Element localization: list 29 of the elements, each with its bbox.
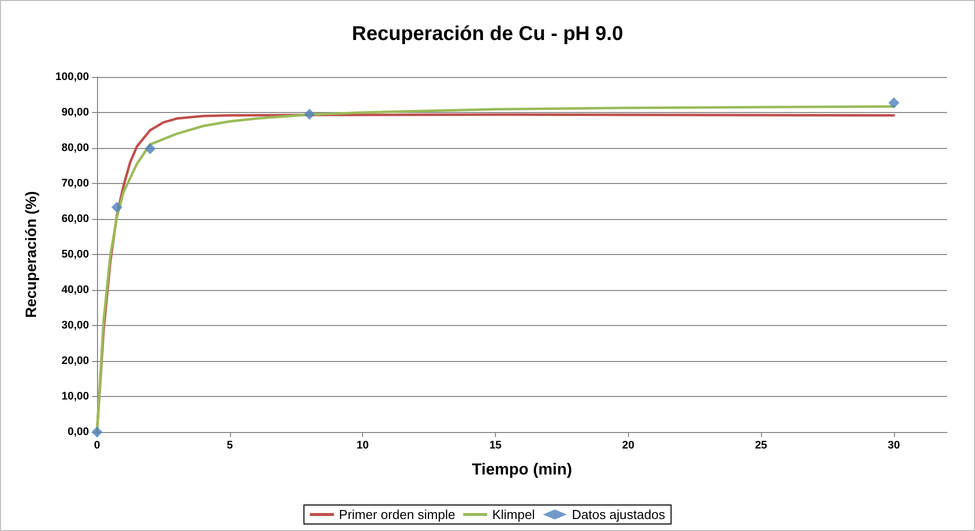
x-tick-label: 10 bbox=[356, 440, 369, 452]
x-tick-label: 25 bbox=[754, 440, 768, 452]
y-tick-label: 70,00 bbox=[61, 178, 89, 190]
y-tick-label: 80,00 bbox=[61, 142, 89, 154]
point bbox=[92, 426, 102, 438]
point bbox=[304, 108, 315, 120]
x-tick-label: 15 bbox=[489, 440, 502, 452]
y-tick-label: 0,00 bbox=[68, 426, 89, 438]
y-axis-title: Recuperación (%) bbox=[23, 191, 40, 318]
y-tick-label: 30,00 bbox=[61, 320, 89, 332]
chart-title: Recuperación de Cu - pH 9.0 bbox=[352, 23, 624, 45]
legend-label: Klimpel bbox=[492, 507, 535, 522]
y-tick-label: 90,00 bbox=[61, 106, 89, 118]
y-tick-label: 10,00 bbox=[61, 390, 89, 402]
legend-label: Datos ajustados bbox=[572, 507, 666, 522]
y-tick-label: 20,00 bbox=[61, 355, 89, 367]
y-tick-label: 50,00 bbox=[61, 248, 89, 260]
x-tick-label: 5 bbox=[226, 440, 233, 452]
y-tick-label: 100,00 bbox=[55, 71, 89, 83]
point bbox=[888, 97, 900, 108]
point bbox=[111, 202, 122, 213]
x-tick-label: 0 bbox=[94, 440, 100, 452]
x-tick-label: 20 bbox=[622, 440, 634, 452]
x-tick-label: 30 bbox=[888, 440, 900, 452]
x-axis-title: Tiempo (min) bbox=[472, 462, 572, 478]
point bbox=[144, 143, 156, 154]
legend-label: Primer orden simple bbox=[338, 507, 456, 522]
y-tick-label: 40,00 bbox=[61, 284, 89, 296]
y-tick-label: 60,00 bbox=[61, 213, 89, 225]
